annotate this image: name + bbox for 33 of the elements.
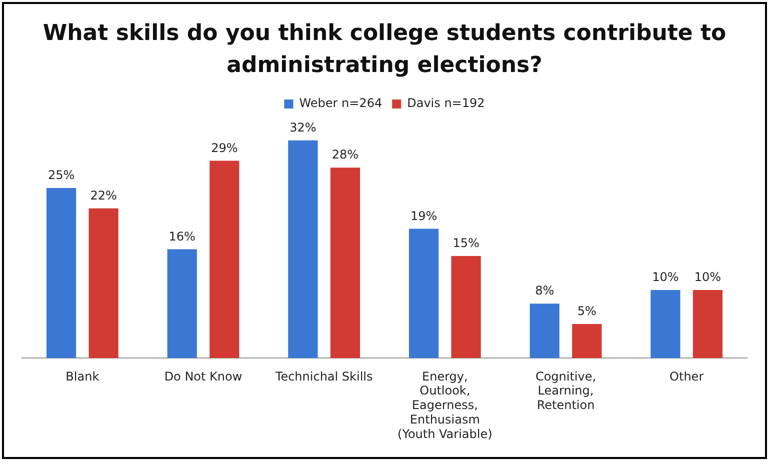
data-label: 19% <box>410 208 438 223</box>
data-label: 8% <box>535 284 554 298</box>
data-label: 32% <box>290 120 316 135</box>
data-label: 16% <box>168 229 196 244</box>
bar <box>692 290 723 358</box>
legend-label: Davis n=192 <box>407 96 485 110</box>
bar <box>572 324 602 358</box>
bar <box>46 188 76 358</box>
chart-title: What skills do you think college students contribute to administrating elections? <box>42 20 728 80</box>
x-tick-label: Cognitive, Learning, Retention <box>535 369 596 412</box>
bar <box>530 304 560 358</box>
data-label: 10% <box>694 270 722 284</box>
data-label: 10% <box>652 270 679 284</box>
x-tick-label: Technichal Skills <box>274 369 373 384</box>
data-label: 5% <box>577 304 596 318</box>
x-tick-label: Energy, Outlook, Eagerness, Enthusiasm (Youth Variable) <box>398 369 492 441</box>
data-label: 15% <box>452 236 480 250</box>
x-tick-label: Other <box>670 369 704 384</box>
bar <box>88 208 118 358</box>
bar <box>408 228 439 358</box>
data-label: 28% <box>332 148 359 162</box>
data-label: 25% <box>48 168 75 182</box>
x-tick-label: Do Not Know <box>164 369 242 384</box>
legend-label: Weber n=264 <box>299 96 382 110</box>
bar <box>288 140 318 358</box>
bar <box>210 160 240 358</box>
bar <box>330 168 360 358</box>
x-tick-label: Blank <box>66 369 100 384</box>
bar <box>451 256 481 358</box>
bar <box>650 290 680 358</box>
data-label: 29% <box>211 140 238 155</box>
bar <box>167 249 197 358</box>
data-label: 22% <box>90 188 117 203</box>
